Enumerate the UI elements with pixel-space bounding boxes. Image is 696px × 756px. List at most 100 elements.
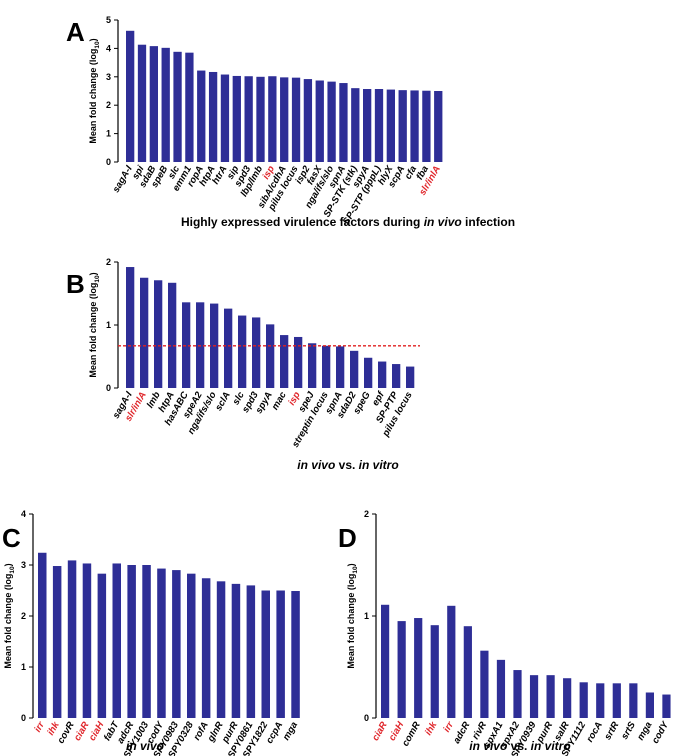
bar-spy0861: [246, 585, 256, 718]
bar-siba-cdha: [280, 77, 289, 162]
bar-adcr: [127, 565, 136, 718]
bar-lmb: [154, 280, 163, 388]
bar-sdad2: [350, 350, 359, 388]
bar-sip: [232, 75, 241, 162]
bar-sp-stk-stk-: [351, 88, 360, 162]
y-tick-label: 0: [106, 383, 111, 393]
bar-sp-ptp: [392, 364, 401, 388]
bar-hasabc: [182, 302, 191, 388]
bar-spej: [308, 343, 317, 388]
bar-ccpa: [276, 590, 285, 718]
y-tick-label: 2: [106, 257, 111, 267]
y-tick-label: 3: [106, 72, 111, 82]
bar-pilus-locus: [406, 366, 415, 388]
bar-spna: [339, 83, 348, 162]
bar-irr: [447, 605, 456, 718]
panel-label-b: B: [66, 269, 85, 299]
bar-spi: [137, 44, 147, 162]
category-label: codY: [650, 719, 672, 746]
y-tick-label: 1: [106, 320, 111, 330]
panel-label-c: C: [2, 523, 21, 553]
bar-comr: [414, 618, 423, 718]
y-tick-label: 5: [106, 15, 111, 25]
bar-roca: [596, 683, 605, 718]
bar-speg: [364, 357, 373, 388]
bar-rivr: [480, 650, 489, 718]
bar-ihk: [52, 566, 62, 718]
bar-isp: [294, 336, 303, 388]
bar-ihk: [430, 625, 439, 718]
bar-sdab: [149, 46, 158, 162]
category-label: irr: [441, 719, 456, 734]
bar-spxa2: [513, 670, 522, 718]
y-tick-label: 0: [106, 157, 111, 167]
bar-fba: [422, 90, 431, 162]
y-tick-label: 0: [364, 713, 369, 723]
bar-isp: [268, 76, 277, 162]
bar-sp-stp-pppl-: [374, 89, 384, 162]
category-label: ciaR: [370, 720, 390, 743]
caption-c: in vivo: [126, 739, 164, 753]
bar-isp2: [303, 79, 313, 162]
bar-mac: [280, 335, 289, 388]
bar-cfa: [410, 90, 419, 162]
bar-purr: [231, 583, 241, 718]
bar-pilus-locus: [291, 77, 301, 162]
bar-slr-inla: [140, 277, 149, 388]
bar-ciah: [97, 573, 107, 718]
panel-label-a: A: [66, 17, 85, 47]
bar-cody: [662, 694, 671, 718]
bar-spd3: [244, 76, 253, 162]
bar-htra: [220, 74, 230, 162]
bar-spy0983: [172, 570, 181, 718]
bar-saga-i: [126, 30, 135, 163]
bar-strepti-n-locus: [322, 345, 331, 388]
bar-spy1003: [142, 565, 151, 718]
bar-spy1112: [579, 682, 588, 718]
y-tick-label: 2: [21, 611, 26, 621]
bar-ropa: [197, 70, 206, 162]
bar-srts: [629, 683, 638, 718]
bar-speb: [161, 47, 170, 162]
bar-fasx: [315, 80, 324, 162]
y-tick-label: 3: [21, 560, 26, 570]
bar-scla: [224, 308, 233, 388]
bar-irr: [38, 552, 47, 718]
bar-spya: [363, 89, 372, 162]
bar-emm1: [185, 52, 194, 162]
bar-ciar: [381, 604, 390, 718]
bar-ciar: [82, 563, 92, 718]
bar-mga: [645, 692, 654, 718]
bar-epf: [378, 361, 387, 388]
bar-covr: [67, 560, 77, 718]
bar-fabt: [112, 563, 121, 718]
bar-srtr: [612, 683, 621, 718]
bar-cody: [157, 568, 166, 718]
category-label: rocA: [584, 720, 604, 744]
bar-htpa: [168, 282, 177, 388]
bar-rofa: [201, 578, 211, 718]
y-axis-label: Mean fold change (log10): [3, 563, 16, 668]
caption-d: in vivo vs. in vitro: [469, 739, 570, 753]
y-tick-label: 2: [106, 100, 111, 110]
y-tick-label: 1: [21, 662, 26, 672]
bar-spy0939: [529, 675, 539, 718]
y-axis-label: Mean fold change (log10): [88, 38, 101, 143]
bar-nga-ifs-slo: [327, 81, 336, 162]
bar-spd3: [252, 317, 261, 388]
bar-hlyx: [386, 89, 395, 162]
bar-mga: [291, 591, 300, 718]
bar-htpa: [208, 71, 218, 162]
bar-slr-inla: [434, 91, 443, 162]
bar-spxa1: [496, 659, 506, 718]
bar-spna: [336, 346, 345, 388]
bar-salr: [563, 678, 572, 718]
category-label: ihk: [423, 719, 440, 737]
bar-saga-i: [126, 267, 135, 388]
bar-spy1822: [261, 590, 270, 718]
